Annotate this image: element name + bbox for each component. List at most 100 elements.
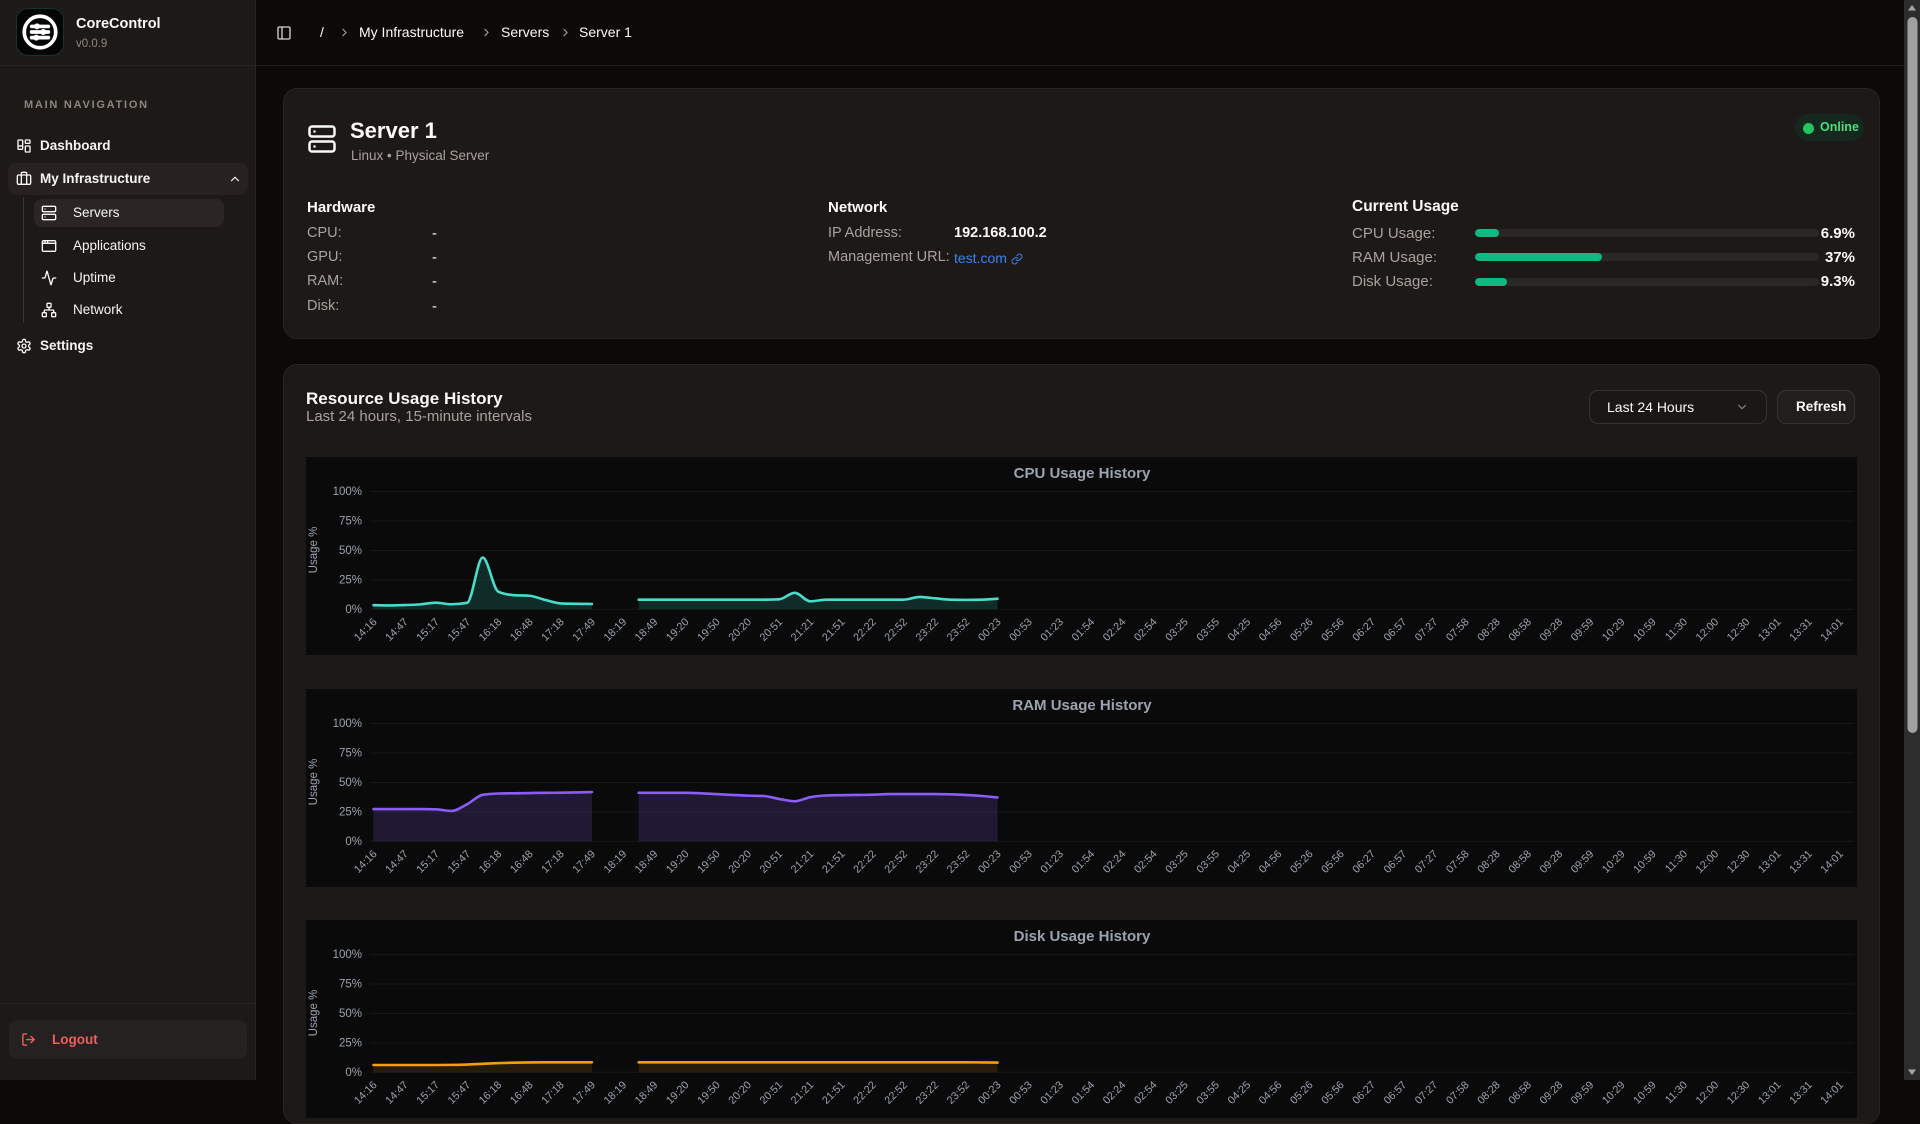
svg-text:04:56: 04:56	[1256, 1079, 1284, 1107]
svg-text:75%: 75%	[338, 747, 361, 759]
svg-text:Usage %: Usage %	[308, 758, 320, 805]
svg-text:01:54: 01:54	[1069, 1079, 1097, 1107]
svg-text:10:59: 10:59	[1631, 616, 1659, 644]
svg-text:15:47: 15:47	[445, 848, 473, 876]
svg-text:18:49: 18:49	[632, 616, 660, 644]
svg-text:17:49: 17:49	[570, 1079, 598, 1107]
svg-text:02:54: 02:54	[1132, 848, 1160, 876]
svg-text:16:48: 16:48	[508, 616, 536, 644]
svg-text:10:29: 10:29	[1600, 848, 1628, 876]
svg-text:21:51: 21:51	[820, 848, 848, 876]
svg-text:19:50: 19:50	[695, 616, 723, 644]
svg-text:16:18: 16:18	[476, 1079, 504, 1107]
svg-text:12:30: 12:30	[1724, 848, 1752, 876]
svg-text:11:30: 11:30	[1662, 848, 1689, 875]
svg-text:01:54: 01:54	[1069, 616, 1097, 644]
svg-text:09:28: 09:28	[1537, 616, 1565, 644]
svg-text:13:31: 13:31	[1787, 848, 1815, 876]
svg-text:23:52: 23:52	[944, 848, 972, 876]
svg-text:08:28: 08:28	[1475, 616, 1503, 644]
svg-text:10:29: 10:29	[1600, 1079, 1628, 1107]
svg-text:20:51: 20:51	[757, 616, 785, 644]
svg-text:17:49: 17:49	[570, 616, 598, 644]
svg-text:11:30: 11:30	[1662, 1079, 1689, 1106]
svg-text:14:01: 14:01	[1818, 848, 1846, 876]
svg-text:15:17: 15:17	[414, 848, 442, 876]
svg-text:09:59: 09:59	[1568, 1079, 1596, 1107]
svg-text:12:00: 12:00	[1693, 1079, 1721, 1107]
svg-text:03:25: 03:25	[1163, 1079, 1191, 1107]
svg-text:07:27: 07:27	[1412, 1079, 1440, 1107]
svg-text:08:58: 08:58	[1506, 1079, 1534, 1107]
svg-text:22:22: 22:22	[851, 1079, 879, 1107]
svg-text:10:29: 10:29	[1600, 616, 1628, 644]
svg-text:11:30: 11:30	[1662, 616, 1689, 643]
svg-text:12:30: 12:30	[1724, 1079, 1752, 1107]
svg-text:18:49: 18:49	[632, 848, 660, 876]
svg-text:22:22: 22:22	[851, 848, 879, 876]
svg-text:04:56: 04:56	[1256, 616, 1284, 644]
svg-text:00:53: 00:53	[1007, 848, 1035, 876]
svg-text:0%: 0%	[345, 1067, 362, 1079]
svg-text:16:48: 16:48	[508, 848, 536, 876]
svg-text:0%: 0%	[345, 603, 362, 615]
svg-text:15:47: 15:47	[445, 616, 473, 644]
svg-text:20:20: 20:20	[726, 616, 754, 644]
svg-text:13:31: 13:31	[1787, 616, 1815, 644]
svg-text:22:52: 22:52	[882, 616, 910, 644]
svg-text:06:27: 06:27	[1350, 848, 1378, 876]
svg-text:21:21: 21:21	[788, 848, 816, 876]
svg-text:14:01: 14:01	[1818, 1079, 1846, 1107]
svg-text:04:25: 04:25	[1225, 1079, 1253, 1107]
svg-text:13:01: 13:01	[1756, 848, 1784, 876]
svg-text:21:51: 21:51	[820, 1079, 848, 1107]
svg-text:03:25: 03:25	[1163, 848, 1191, 876]
svg-text:21:21: 21:21	[788, 616, 816, 644]
svg-text:12:00: 12:00	[1693, 616, 1721, 644]
svg-text:02:54: 02:54	[1132, 1079, 1160, 1107]
svg-text:06:57: 06:57	[1381, 848, 1409, 876]
svg-text:09:28: 09:28	[1537, 848, 1565, 876]
svg-text:Disk Usage History: Disk Usage History	[1013, 928, 1150, 945]
svg-text:Usage %: Usage %	[308, 526, 320, 573]
svg-text:20:20: 20:20	[726, 848, 754, 876]
svg-text:05:26: 05:26	[1288, 1079, 1316, 1107]
svg-text:03:55: 03:55	[1194, 848, 1222, 876]
svg-text:23:22: 23:22	[913, 848, 941, 876]
svg-text:23:52: 23:52	[944, 616, 972, 644]
svg-text:01:23: 01:23	[1038, 616, 1066, 644]
svg-text:02:24: 02:24	[1100, 848, 1128, 876]
svg-text:RAM Usage History: RAM Usage History	[1012, 697, 1152, 714]
svg-text:05:26: 05:26	[1288, 616, 1316, 644]
svg-text:14:47: 14:47	[383, 616, 411, 644]
svg-text:14:01: 14:01	[1818, 616, 1846, 644]
svg-text:75%: 75%	[338, 515, 361, 527]
svg-text:22:52: 22:52	[882, 848, 910, 876]
svg-text:03:25: 03:25	[1163, 616, 1191, 644]
svg-text:100%: 100%	[332, 718, 361, 730]
svg-text:08:58: 08:58	[1506, 848, 1534, 876]
svg-text:14:16: 14:16	[352, 848, 380, 876]
svg-text:15:17: 15:17	[414, 1079, 442, 1107]
svg-text:07:58: 07:58	[1444, 1079, 1472, 1107]
svg-text:01:23: 01:23	[1038, 1079, 1066, 1107]
svg-text:03:55: 03:55	[1194, 616, 1222, 644]
svg-text:0%: 0%	[345, 835, 362, 847]
svg-text:05:56: 05:56	[1319, 616, 1347, 644]
svg-text:06:27: 06:27	[1350, 616, 1378, 644]
svg-text:22:22: 22:22	[851, 616, 879, 644]
svg-text:18:19: 18:19	[601, 616, 629, 644]
svg-text:01:54: 01:54	[1069, 848, 1097, 876]
svg-text:06:57: 06:57	[1381, 616, 1409, 644]
svg-text:08:28: 08:28	[1475, 1079, 1503, 1107]
svg-text:100%: 100%	[332, 949, 361, 961]
svg-text:16:18: 16:18	[476, 848, 504, 876]
svg-text:05:56: 05:56	[1319, 1079, 1347, 1107]
svg-text:Usage %: Usage %	[308, 990, 320, 1037]
svg-text:00:53: 00:53	[1007, 1079, 1035, 1107]
svg-text:20:20: 20:20	[726, 1079, 754, 1107]
svg-text:16:18: 16:18	[476, 616, 504, 644]
svg-text:08:28: 08:28	[1475, 848, 1503, 876]
svg-text:17:49: 17:49	[570, 848, 598, 876]
svg-text:12:00: 12:00	[1693, 848, 1721, 876]
